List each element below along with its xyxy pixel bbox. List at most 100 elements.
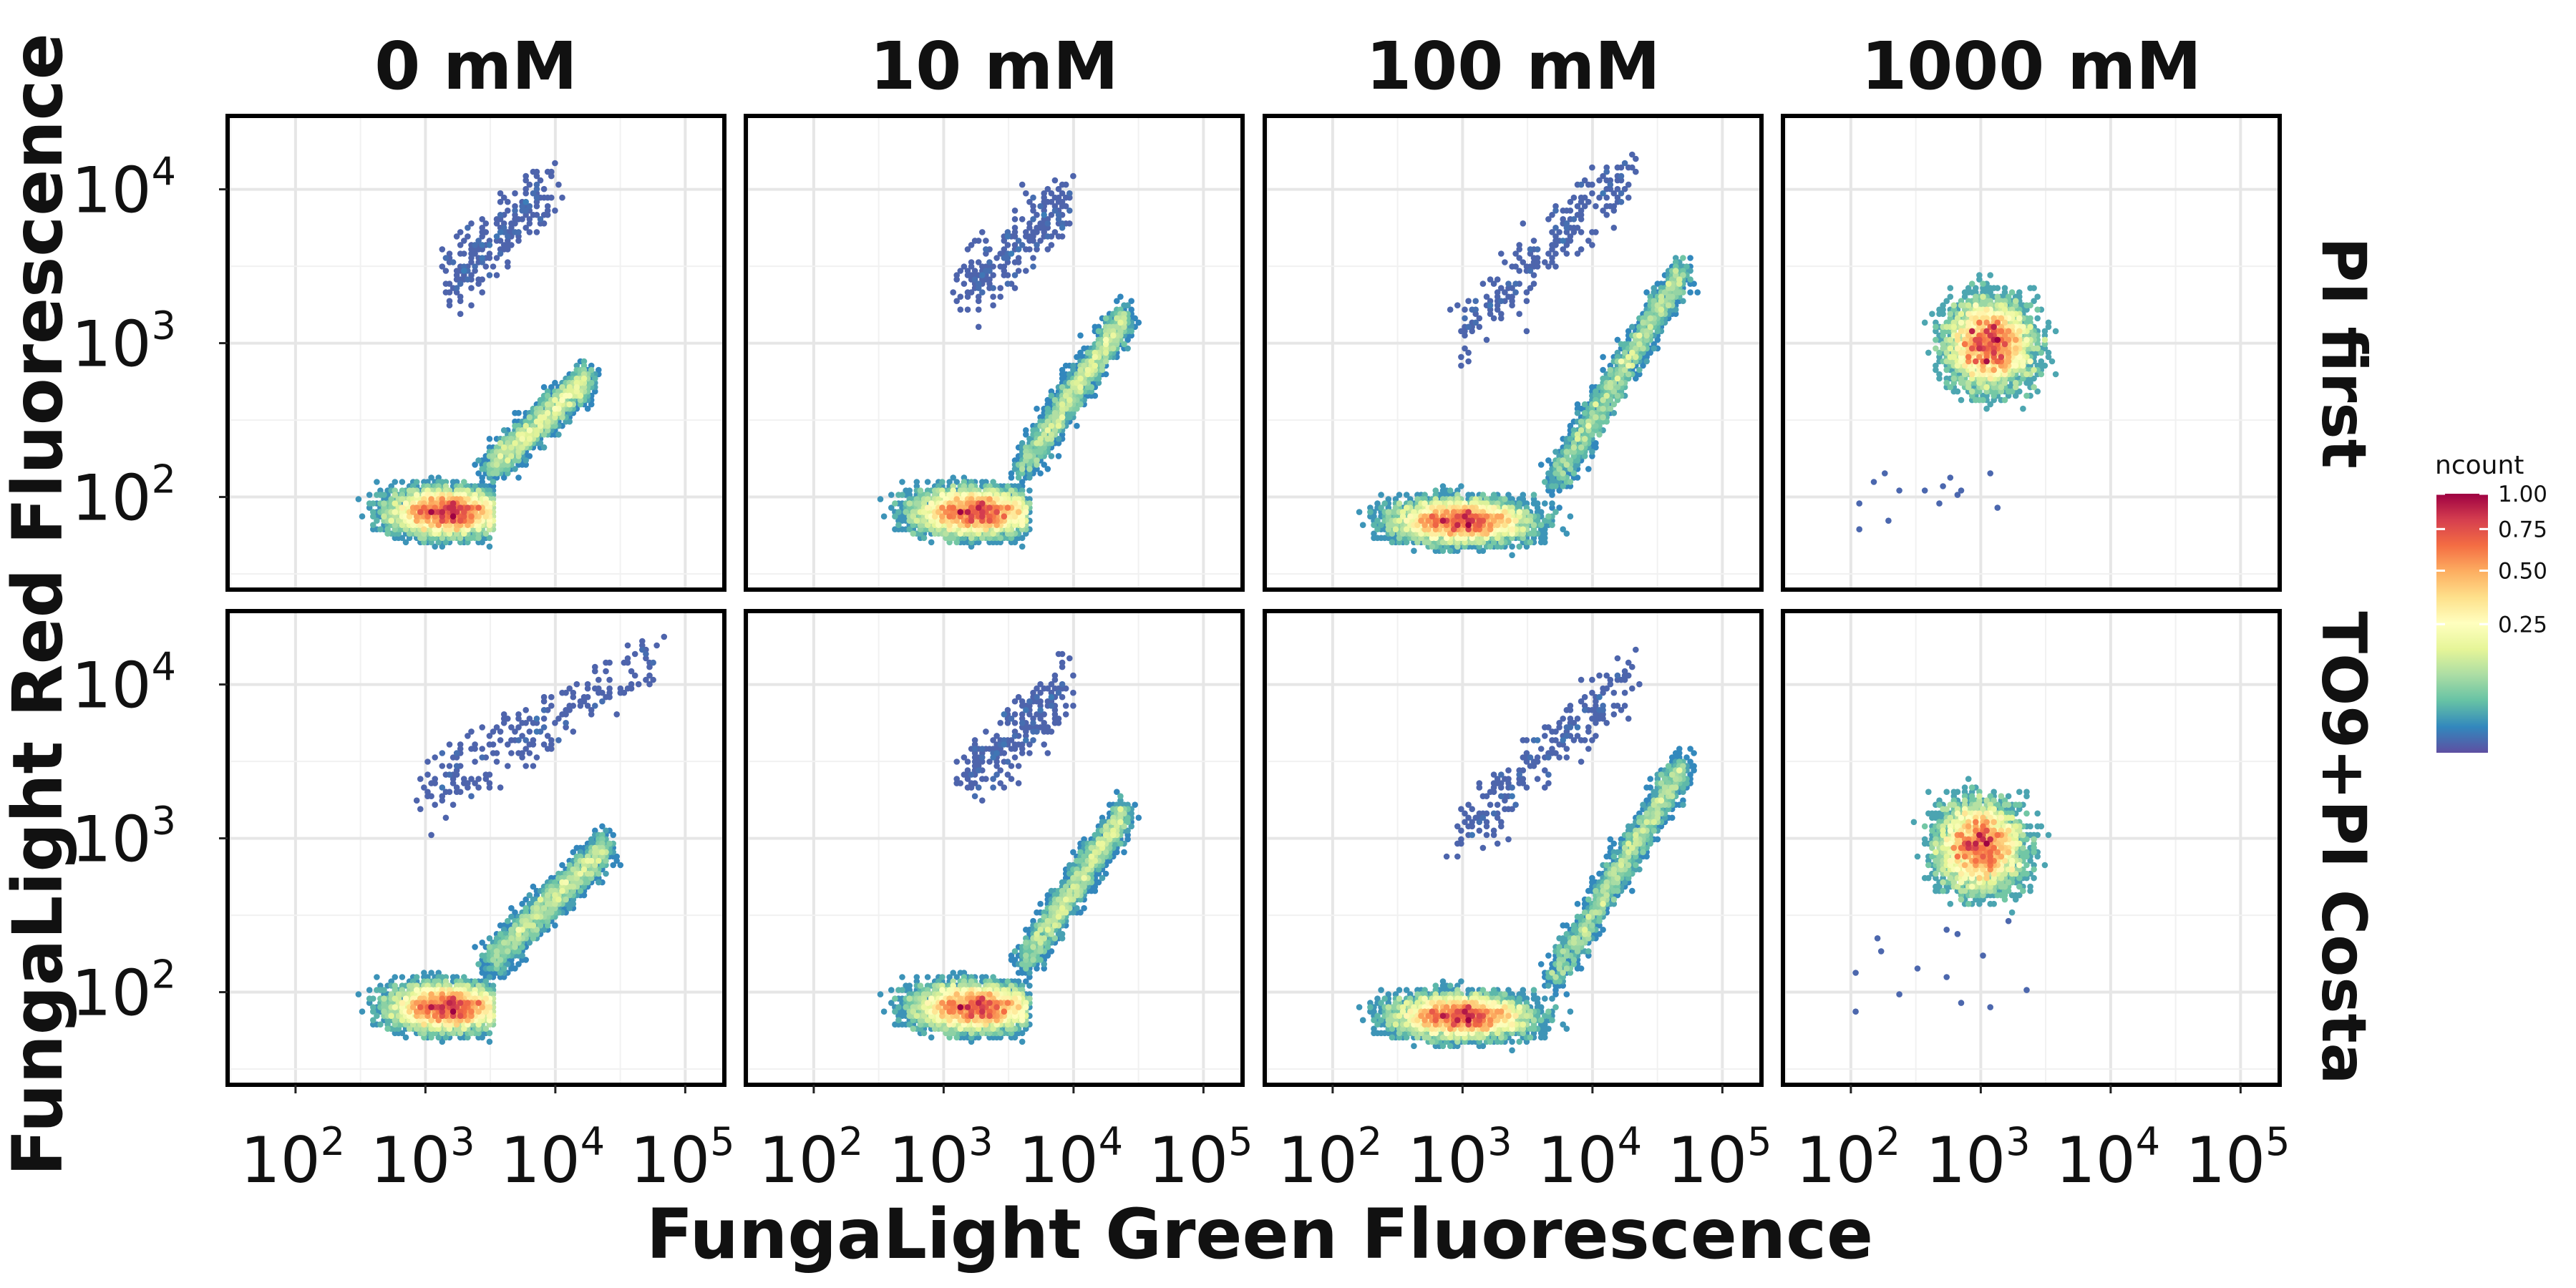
- hexbin-cell: [457, 280, 464, 287]
- hexbin-cell: [1051, 208, 1059, 214]
- hexbin-cell: [453, 526, 460, 532]
- hexbin-cell: [570, 396, 577, 404]
- hexbin-cell: [1019, 181, 1026, 188]
- hexbin-cell: [635, 680, 642, 688]
- hexbin-cell: [624, 659, 631, 666]
- hexbin-cell: [475, 457, 482, 464]
- hexbin-cell: [439, 750, 446, 756]
- hexbin-cell: [1102, 371, 1109, 378]
- hexbin-cell: [1092, 353, 1099, 361]
- hexbin-cell: [968, 535, 975, 542]
- hexbin-cell: [1921, 487, 1928, 494]
- hexbin-cell: [413, 492, 420, 498]
- hexbin-cell: [661, 633, 668, 640]
- hexbin-cell: [512, 229, 518, 235]
- hexbin-cell: [461, 479, 467, 485]
- hexbin-cell: [1066, 371, 1073, 378]
- hexbin-cell: [486, 522, 493, 528]
- hexbin-cell: [486, 272, 493, 278]
- hexbin-cell: [610, 831, 616, 839]
- hexbin-cell: [548, 168, 555, 175]
- hexbin-cell: [1976, 345, 1983, 352]
- hexbin-cell: [482, 483, 490, 489]
- hexbin-cell: [392, 509, 399, 515]
- hexbin-cell: [913, 479, 920, 485]
- hexbin-cell: [1965, 353, 1972, 361]
- hexbin-cell: [1512, 289, 1519, 296]
- hexbin-cell: [1498, 250, 1505, 257]
- hexbin-cell: [472, 462, 478, 468]
- hexbin-cell: [526, 728, 533, 735]
- hexbin-cell: [505, 449, 511, 455]
- hexbin-cell: [493, 466, 500, 472]
- hexbin-cell: [388, 1013, 394, 1019]
- hexbin-cell: [592, 685, 598, 692]
- hexbin-cell: [606, 689, 613, 696]
- hexbin-cell: [1991, 349, 1997, 356]
- hexbin-cell: [446, 492, 453, 498]
- hexbin-cell: [1933, 345, 1939, 352]
- hexbin-cell: [1578, 246, 1585, 253]
- hexbin-cell: [424, 479, 431, 485]
- hexbin-cell: [457, 293, 464, 301]
- hexbin-cell: [975, 504, 982, 511]
- hexbin-cell: [559, 194, 565, 201]
- hexbin-cell: [1095, 328, 1102, 335]
- hexbin-cell: [993, 496, 1000, 502]
- hexbin-cell: [1552, 250, 1559, 257]
- hexbin-cell: [986, 517, 993, 524]
- hexbin-cell: [417, 776, 424, 782]
- hexbin-cell: [1527, 539, 1534, 546]
- hexbin-cell: [983, 238, 989, 244]
- hexbin-cell: [1578, 198, 1585, 205]
- panel-gridlines: [1783, 611, 2280, 1085]
- hexbin-cell: [435, 526, 442, 532]
- hexbin-cell: [1512, 250, 1519, 257]
- hexbin-cell: [1059, 190, 1066, 197]
- hexbin-cell: [1549, 500, 1555, 507]
- hexbin-cell: [596, 676, 602, 683]
- hexbin-cell: [957, 500, 964, 507]
- hexbin-cell: [1509, 526, 1515, 532]
- hexbin-cell: [537, 422, 544, 429]
- hexbin-cell: [1560, 246, 1566, 253]
- hexbin-cell: [1578, 194, 1585, 201]
- hexbin-cell: [577, 401, 584, 408]
- hexbin-cell: [986, 280, 993, 287]
- hexbin-cell: [1476, 517, 1483, 524]
- hexbin-cell: [950, 289, 956, 296]
- hexbin-cell: [899, 526, 905, 532]
- hexbin-cell: [472, 500, 478, 507]
- hexbin-cell: [1614, 164, 1621, 171]
- hexbin-cell: [1976, 272, 1983, 278]
- hexbin-cell: [1476, 323, 1483, 331]
- hexbin-cell: [1034, 462, 1040, 468]
- hexbin-cell: [475, 961, 482, 967]
- hexbin-cell: [1516, 255, 1522, 261]
- hexbin-cell: [599, 698, 606, 705]
- hexbin-cell: [475, 526, 482, 532]
- hexbin-cell: [359, 1008, 366, 1015]
- hexbin-cell: [1680, 255, 1686, 261]
- hexbin-cell: [957, 487, 964, 494]
- hexbin-cell: [530, 212, 537, 218]
- hexbin-cell: [1462, 306, 1468, 313]
- hexbin-cell: [2031, 366, 2037, 374]
- hexbin-cell: [1607, 177, 1614, 184]
- hexbin-cell: [1560, 238, 1566, 244]
- hexbin-cell: [1973, 358, 1979, 365]
- hexbin-cell: [1019, 470, 1026, 477]
- hexbin-cell: [381, 492, 387, 498]
- hexbin-cell: [990, 479, 996, 485]
- hexbin-cell: [399, 496, 406, 502]
- hexbin-cell: [446, 250, 453, 257]
- hexbin-cell: [1030, 208, 1036, 214]
- hexbin-cell: [968, 483, 975, 489]
- hexbin-cell: [1472, 298, 1479, 305]
- hexbin-cell: [1034, 405, 1040, 412]
- hexbin-cell: [2023, 371, 2030, 378]
- hexbin-cell: [1545, 216, 1552, 223]
- hexbin-cell: [500, 194, 507, 201]
- hexbin-cell: [392, 526, 399, 532]
- hexbin-cell: [1523, 517, 1530, 524]
